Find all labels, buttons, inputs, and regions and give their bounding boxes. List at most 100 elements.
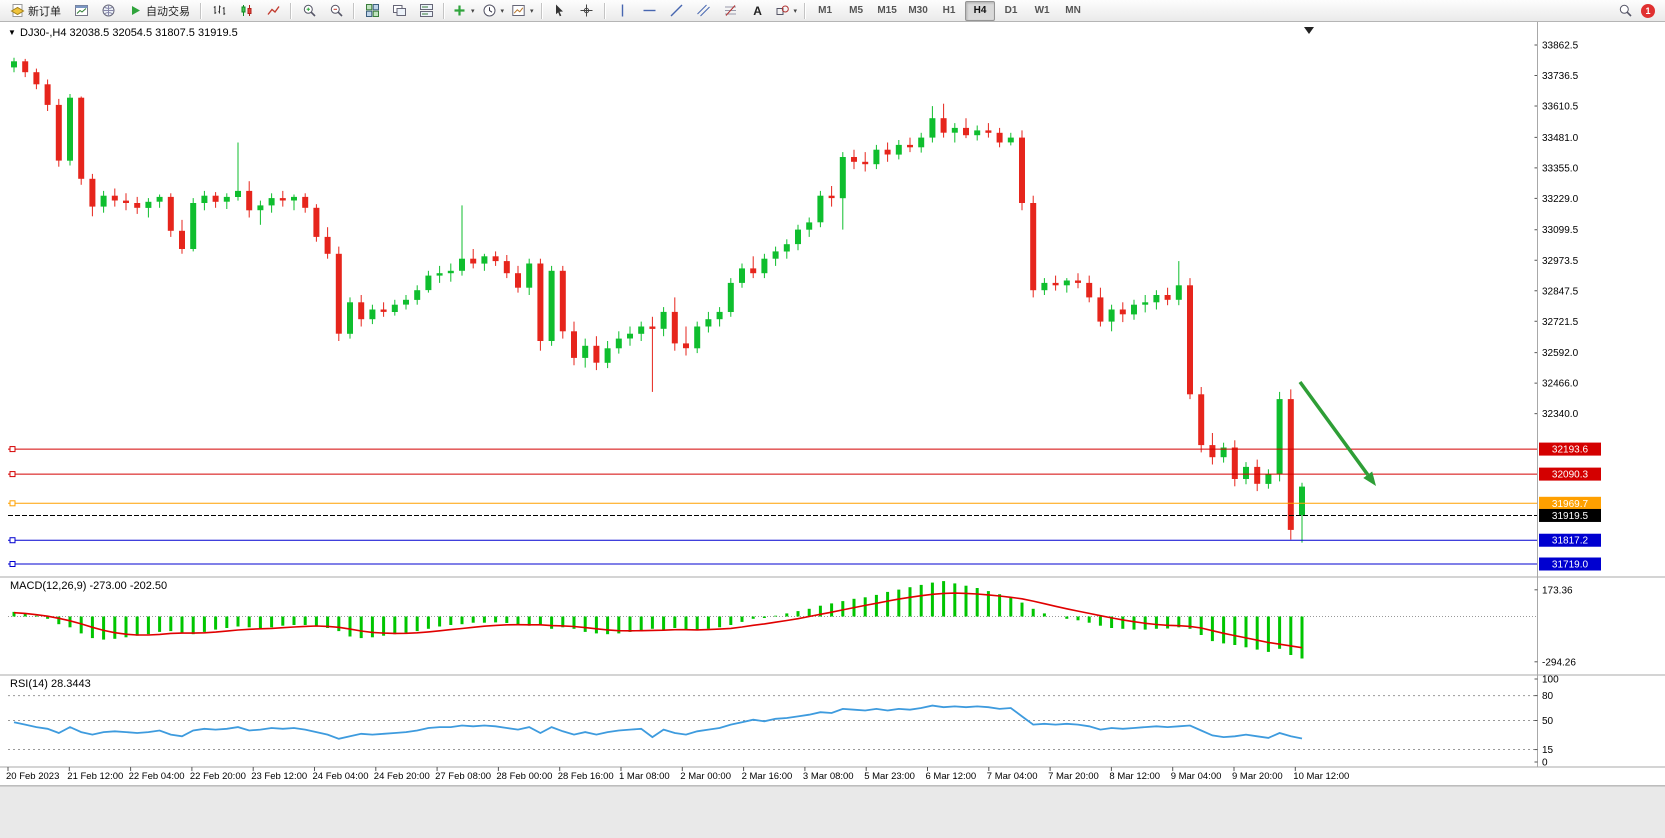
one-click-trading-toggle[interactable]: ▼	[8, 28, 16, 37]
svg-text:32090.3: 32090.3	[1552, 470, 1589, 481]
price-axis[interactable]: 33862.5 33736.5 33610.5 33481.0 33355.0 33229…	[1534, 41, 1579, 421]
template-icon	[512, 5, 525, 16]
bar-chart-button[interactable]	[206, 1, 232, 21]
timeframe-m30[interactable]: M30	[908, 5, 928, 16]
shapes-icon	[776, 5, 789, 15]
svg-text:173.36: 173.36	[1542, 585, 1573, 596]
bar-chart-icon	[213, 5, 225, 15]
svg-text:32973.5: 32973.5	[1542, 256, 1579, 267]
timeframe-m15[interactable]: M15	[877, 5, 897, 16]
svg-text:20 Feb 2023: 20 Feb 2023	[6, 771, 59, 782]
svg-text:31919.5: 31919.5	[1552, 511, 1589, 522]
notification-badge[interactable]: 1	[1641, 3, 1655, 18]
svg-text:32193.6: 32193.6	[1552, 445, 1589, 456]
text-tool-label: A	[753, 3, 762, 18]
candlestick-button[interactable]	[233, 1, 259, 21]
search-icon	[1619, 4, 1632, 17]
svg-text:33481.0: 33481.0	[1542, 133, 1579, 144]
line-chart-button[interactable]	[260, 1, 286, 21]
timeframe-m1[interactable]: M1	[818, 5, 833, 16]
shapes-button[interactable]: ▾	[772, 1, 801, 21]
svg-text:0: 0	[1542, 758, 1548, 769]
horizontal-line-button[interactable]	[637, 1, 663, 21]
macd-signal-line	[13, 592, 1303, 649]
svg-text:22 Feb 20:00: 22 Feb 20:00	[190, 771, 246, 782]
chevron-down-icon: ▾	[500, 7, 505, 15]
zoom-out-button[interactable]	[323, 1, 349, 21]
timeframe-w1[interactable]: W1	[1034, 5, 1050, 16]
zoom-out-icon	[330, 4, 343, 17]
svg-text:5 Mar 23:00: 5 Mar 23:00	[864, 771, 915, 782]
macd-histogram	[12, 581, 1304, 659]
svg-text:8 Mar 12:00: 8 Mar 12:00	[1109, 771, 1160, 782]
horizontal-line-icon	[643, 9, 656, 12]
annotation-arrow[interactable]	[1298, 380, 1376, 486]
time-axis[interactable]: 20 Feb 2023 21 Feb 12:00 22 Feb 04:00 22 Fe…	[6, 767, 1349, 782]
svg-text:2 Mar 00:00: 2 Mar 00:00	[680, 771, 731, 782]
svg-text:6 Mar 12:00: 6 Mar 12:00	[926, 771, 977, 782]
chart-window: 32193.6 32090.3 31969.7 31919.5 31817.2 31719…	[0, 22, 1665, 786]
svg-text:7 Mar 20:00: 7 Mar 20:00	[1048, 771, 1099, 782]
toolbar-separator	[540, 2, 543, 19]
svg-text:27 Feb 08:00: 27 Feb 08:00	[435, 771, 491, 782]
toolbar-separator	[443, 2, 445, 19]
timeframe-h1[interactable]: H1	[942, 5, 956, 16]
zoom-in-button[interactable]	[296, 1, 322, 21]
svg-text:9 Mar 20:00: 9 Mar 20:00	[1232, 771, 1283, 782]
indicators-button[interactable]: ▾	[449, 1, 478, 21]
charts-window-button[interactable]	[68, 1, 94, 21]
autotrading-button[interactable]: 自动交易	[122, 1, 196, 21]
svg-text:31969.7: 31969.7	[1552, 499, 1589, 510]
tile-windows-button[interactable]	[359, 1, 385, 21]
timeframe-d1[interactable]: D1	[1004, 5, 1018, 16]
chevron-down-icon: ▾	[793, 7, 798, 15]
fibonacci-button[interactable]	[718, 1, 744, 21]
svg-text:33229.0: 33229.0	[1542, 194, 1579, 205]
chart-shift-marker[interactable]	[1304, 27, 1314, 34]
cascade-windows-button[interactable]	[386, 1, 412, 21]
cursor-button[interactable]	[547, 1, 573, 21]
toolbar-separator	[200, 2, 202, 19]
toolbar-separator	[603, 2, 606, 19]
svg-text:1 Mar 08:00: 1 Mar 08:00	[619, 771, 670, 782]
autotrading-label: 自动交易	[146, 5, 190, 18]
arrange-windows-button[interactable]	[413, 1, 439, 21]
toolbar: 新订单 自动交易	[0, 0, 1665, 22]
text-button[interactable]: A	[745, 1, 771, 21]
chevron-down-icon: ▾	[471, 7, 475, 15]
timeframe-h4[interactable]: H4	[965, 0, 996, 21]
svg-text:15: 15	[1542, 745, 1554, 756]
timeframe-m5[interactable]: M5	[849, 5, 864, 16]
cursor-icon	[556, 4, 564, 17]
vertical-line-button[interactable]	[610, 1, 636, 21]
svg-text:33355.0: 33355.0	[1542, 163, 1579, 174]
svg-text:21 Feb 12:00: 21 Feb 12:00	[67, 771, 123, 782]
svg-text:33736.5: 33736.5	[1542, 71, 1579, 82]
news-button[interactable]	[95, 1, 121, 21]
templates-button[interactable]: ▾	[508, 1, 537, 21]
svg-text:28 Feb 00:00: 28 Feb 00:00	[496, 771, 552, 782]
channel-button[interactable]	[691, 1, 717, 21]
news-icon	[102, 4, 114, 17]
periods-button[interactable]: ▾	[479, 1, 508, 21]
trendline-button[interactable]	[664, 1, 690, 21]
trendline-icon	[670, 4, 683, 17]
chart-window-icon	[74, 5, 88, 16]
new-order-button[interactable]: 新订单	[4, 1, 67, 21]
timeframe-mn[interactable]: MN	[1065, 5, 1081, 16]
svg-text:33610.5: 33610.5	[1542, 102, 1579, 113]
channel-icon	[697, 4, 710, 17]
crosshair-icon	[580, 4, 593, 17]
svg-text:100: 100	[1542, 675, 1559, 686]
svg-text:23 Feb 12:00: 23 Feb 12:00	[251, 771, 307, 782]
svg-text:32466.0: 32466.0	[1542, 379, 1579, 390]
svg-text:10 Mar 12:00: 10 Mar 12:00	[1293, 771, 1349, 782]
svg-text:32340.0: 32340.0	[1542, 409, 1579, 420]
crosshair-button[interactable]	[574, 1, 600, 21]
svg-text:33099.5: 33099.5	[1542, 225, 1579, 236]
search-button[interactable]	[1612, 1, 1638, 21]
svg-text:2 Mar 16:00: 2 Mar 16:00	[742, 771, 793, 782]
symbol-ohlc-label: DJ30-,H4 32038.5 32054.5 31807.5 31919.5	[20, 27, 238, 39]
